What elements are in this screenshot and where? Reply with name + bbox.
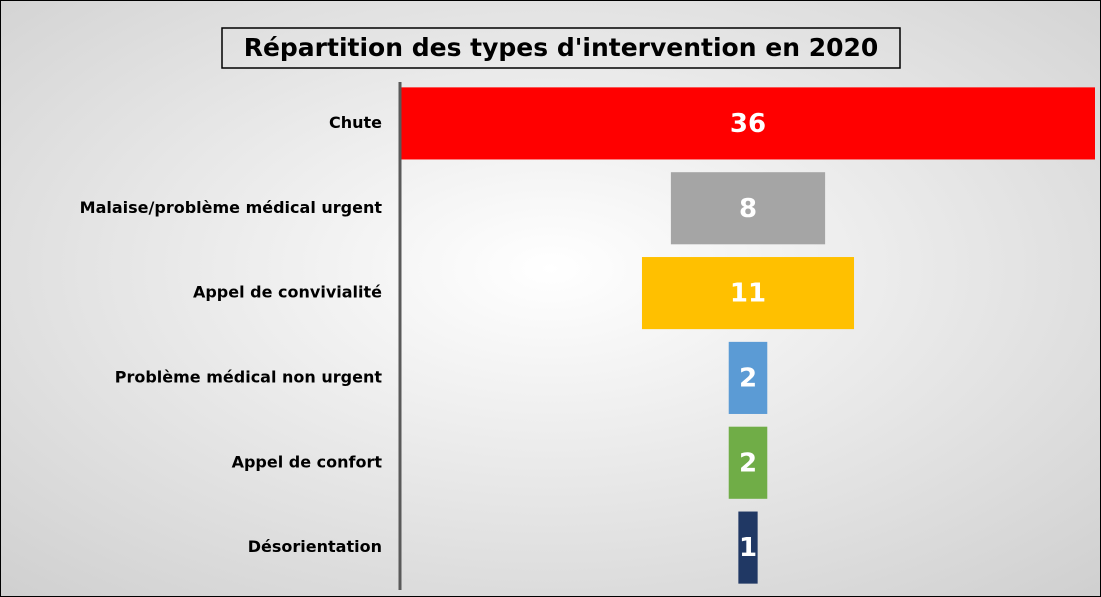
data-label: 11: [730, 279, 766, 309]
bar: [670, 172, 826, 245]
category-label: Chute: [329, 113, 382, 132]
data-label: 1: [739, 533, 757, 563]
chart-title: Répartition des types d'intervention en …: [244, 33, 879, 62]
data-label: 8: [739, 194, 757, 224]
category-label: Problème médical non urgent: [115, 367, 383, 386]
category-label: Malaise/problème médical urgent: [80, 198, 383, 217]
data-label: 36: [730, 109, 766, 139]
bar: [728, 426, 768, 499]
category-label: Désorientation: [248, 537, 382, 556]
data-label: 2: [739, 363, 757, 393]
category-label: Appel de convivialité: [193, 283, 382, 302]
bar: [641, 257, 855, 330]
bar: [728, 341, 768, 414]
bar: [401, 87, 1095, 160]
title-box: [221, 27, 901, 69]
plot: Chute 36 Malaise/problème médical urgent 8 A…: [80, 87, 1095, 584]
bar: [738, 511, 758, 584]
data-label: 2: [739, 448, 757, 478]
category-label: Appel de confort: [232, 452, 383, 471]
